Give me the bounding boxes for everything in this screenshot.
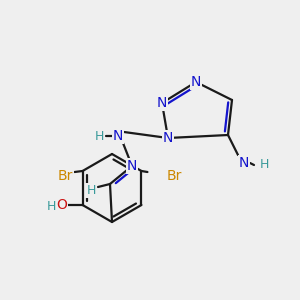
Text: Br: Br — [167, 169, 182, 183]
Text: N: N — [113, 129, 123, 143]
Text: O: O — [56, 198, 67, 212]
Text: N: N — [239, 156, 249, 170]
Text: N: N — [157, 96, 167, 110]
Text: Br: Br — [58, 169, 73, 183]
Text: N: N — [191, 75, 201, 89]
Text: N: N — [127, 159, 137, 173]
Text: H: H — [259, 158, 269, 172]
Text: H: H — [86, 184, 96, 196]
Text: H: H — [47, 200, 56, 212]
Text: H: H — [94, 130, 104, 142]
Text: N: N — [163, 131, 173, 145]
